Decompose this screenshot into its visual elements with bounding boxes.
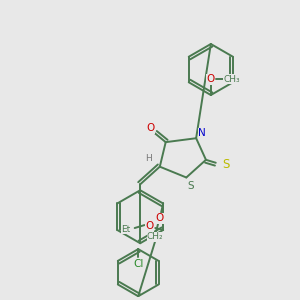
Text: Et: Et [121,224,130,233]
Text: O: O [146,123,154,134]
Text: N: N [198,128,206,138]
Text: S: S [187,181,194,191]
Text: H: H [145,154,152,163]
Text: S: S [222,158,229,171]
Text: CH₃: CH₃ [223,75,240,84]
Text: CH₂: CH₂ [147,232,164,242]
Text: O: O [207,74,215,84]
Text: O: O [155,213,163,223]
Text: O: O [145,221,154,231]
Text: Cl: Cl [133,259,143,269]
